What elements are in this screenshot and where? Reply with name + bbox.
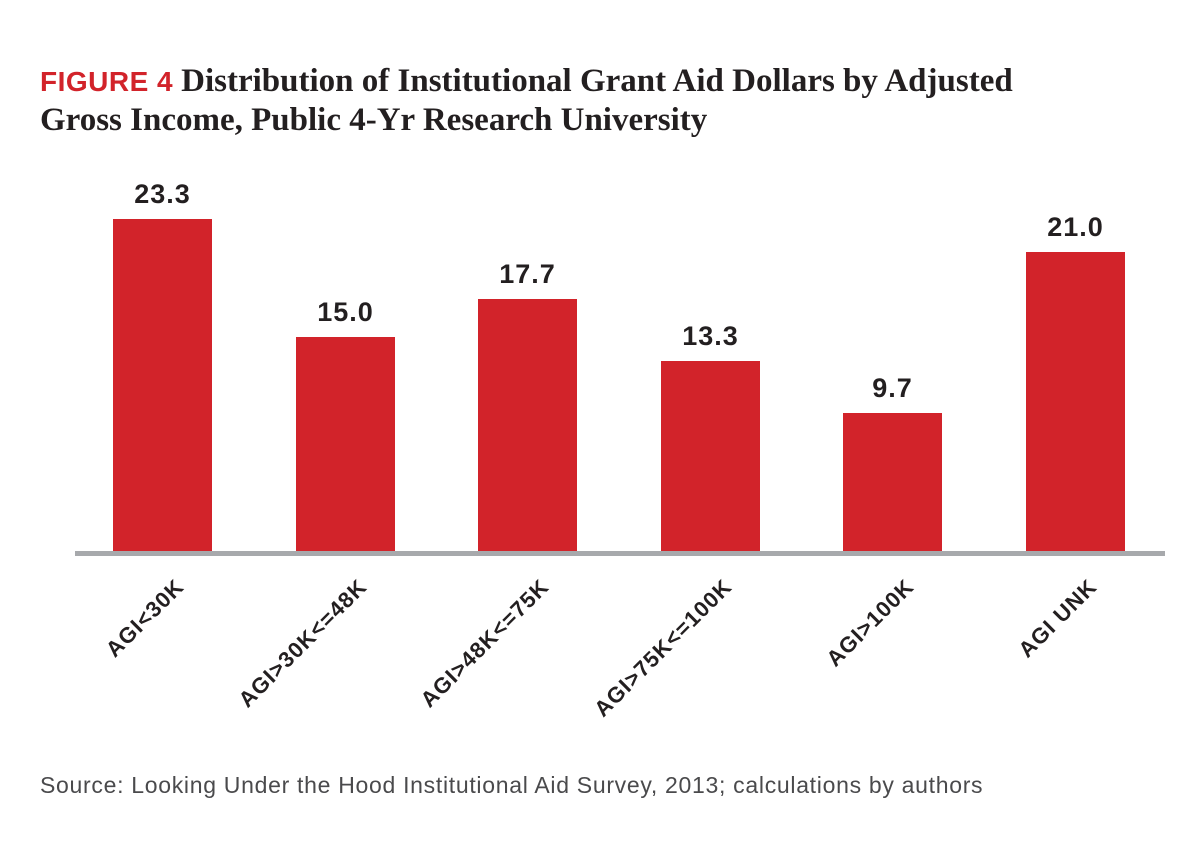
figure-number-label: FIGURE 4 xyxy=(40,66,174,97)
x-axis-label: AGI UNK xyxy=(1013,574,1102,663)
x-axis-label: AGI>75K<=100K xyxy=(589,574,737,722)
bar-value-label: 17.7 xyxy=(499,259,556,289)
bar-value-label: 21.0 xyxy=(1047,212,1104,242)
figure-title-line-2: Gross Income, Public 4-Yr Research Unive… xyxy=(40,102,708,138)
bar xyxy=(843,413,942,551)
bar xyxy=(296,337,395,551)
x-axis-label: AGI>100K xyxy=(821,574,919,672)
bar xyxy=(113,219,212,551)
source-note: Source: Looking Under the Hood Instituti… xyxy=(40,772,984,798)
x-axis-label: AGI>30K<=48K xyxy=(233,574,372,713)
x-axis-line xyxy=(75,551,1165,556)
bar xyxy=(661,361,760,551)
bar-value-label: 9.7 xyxy=(872,373,913,403)
figure-title: FIGURE 4 Distribution of Institutional Gr… xyxy=(40,62,1170,139)
figure-title-line-1: Distribution of Institutional Grant Aid … xyxy=(181,63,1013,99)
x-axis-label: AGI<30K xyxy=(100,574,189,662)
x-axis-label: AGI>48K<=75K xyxy=(415,574,554,713)
bar xyxy=(1026,252,1125,551)
bar-value-label: 13.3 xyxy=(682,321,739,351)
bar xyxy=(478,299,577,551)
bar-value-label: 23.3 xyxy=(134,179,191,209)
bar-value-label: 15.0 xyxy=(317,297,374,327)
